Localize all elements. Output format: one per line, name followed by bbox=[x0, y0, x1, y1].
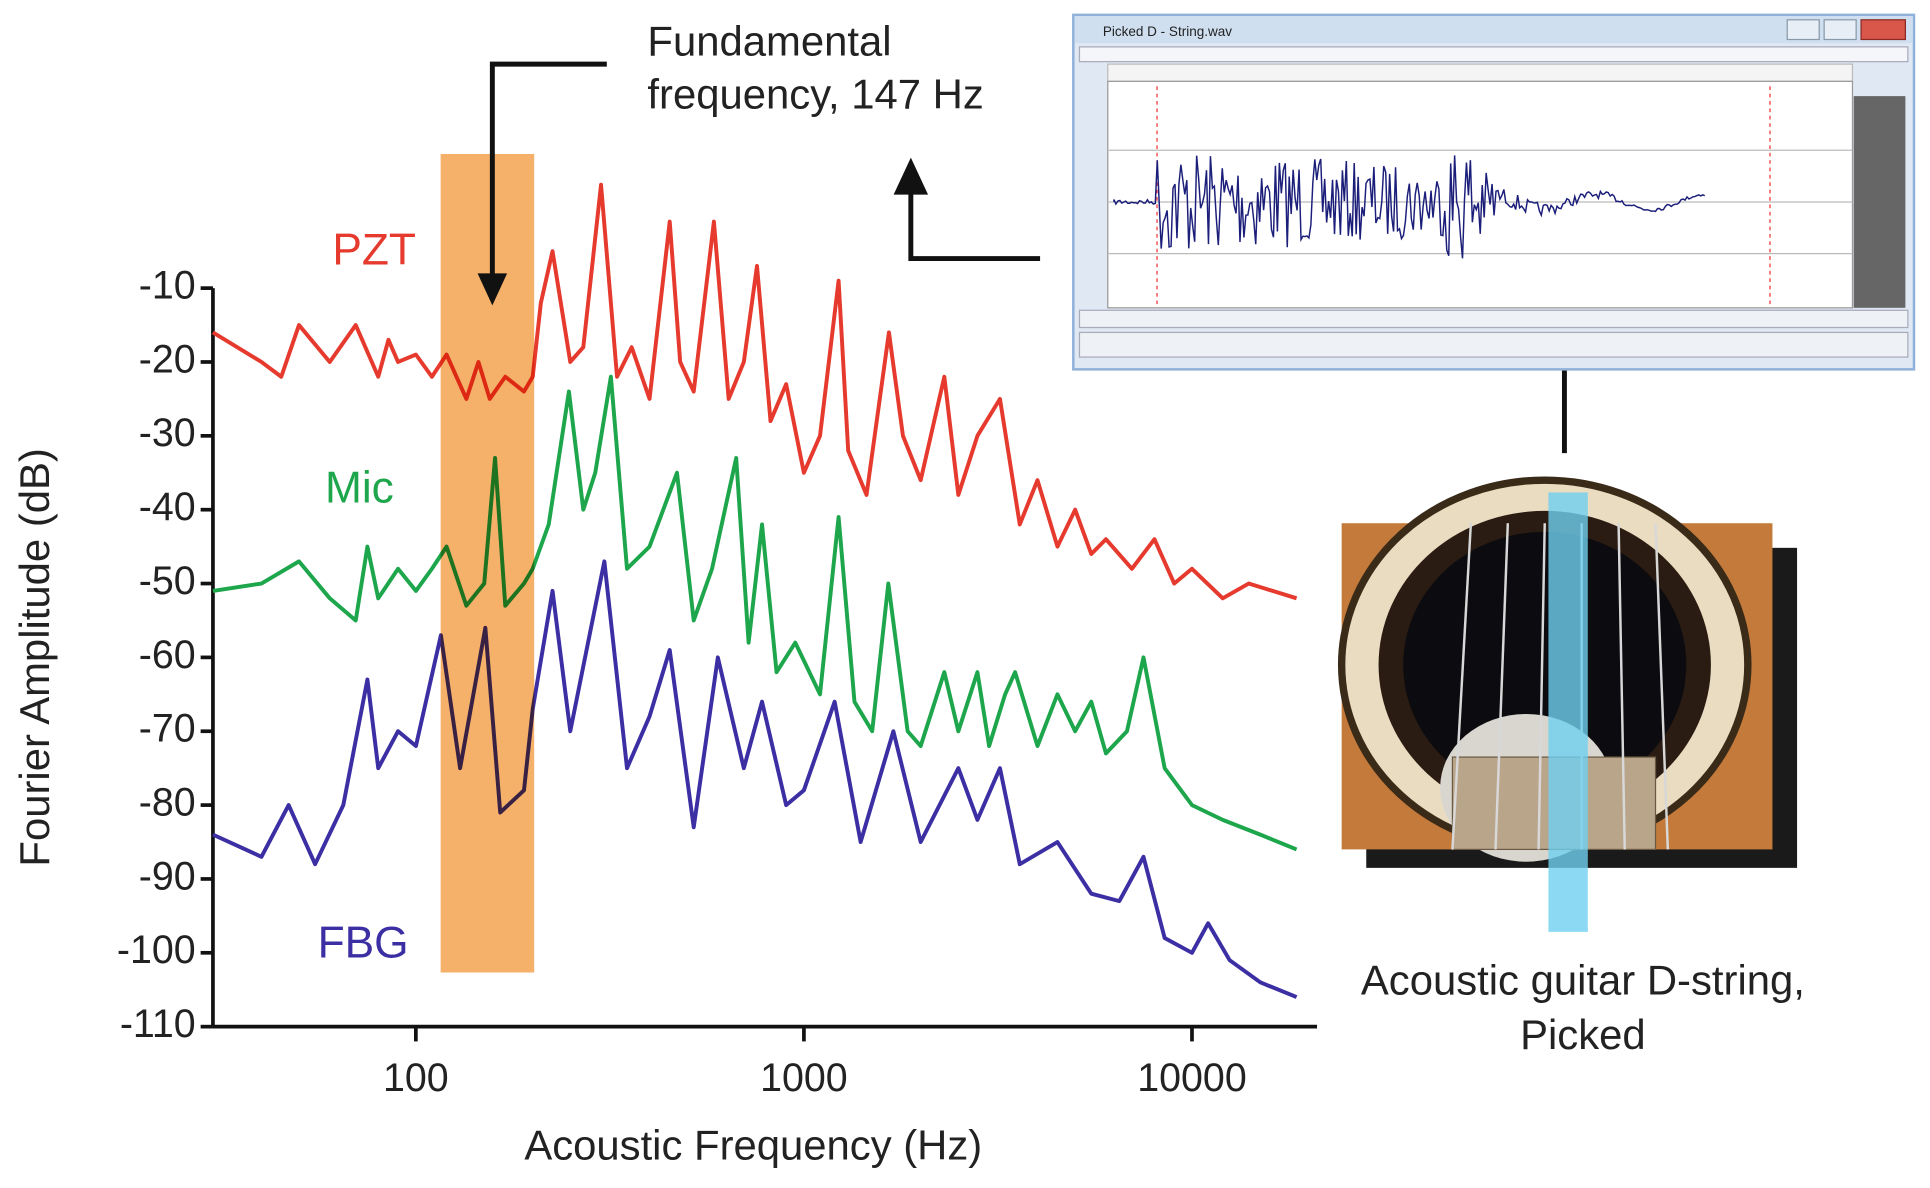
x-tick-label: 1000 bbox=[760, 1056, 848, 1100]
series-line bbox=[212, 374, 1298, 852]
annotation-line: frequency, 147 Hz bbox=[647, 70, 983, 117]
plot-area: -10 -20 -30 -40 -50 -60 -70 -80 -90 -100 -110 100 10… bbox=[117, 182, 1318, 1100]
guitar-photo bbox=[1337, 476, 1798, 932]
series-label: FBG bbox=[318, 919, 409, 968]
y-tick-label: -10 bbox=[139, 264, 196, 308]
caption-line: Acoustic guitar D-string, bbox=[1361, 957, 1805, 1004]
inset-window: Picked D - String.wav bbox=[1072, 13, 1916, 371]
y-tick-label: -60 bbox=[139, 633, 196, 677]
annotation-line: Fundamental bbox=[647, 17, 891, 64]
series-label: PZT bbox=[332, 226, 416, 275]
x-axis-title: Acoustic Frequency (Hz) bbox=[524, 1122, 982, 1169]
y-tick-label: -30 bbox=[139, 411, 196, 455]
inset-title: Picked D - String.wav bbox=[1103, 24, 1232, 39]
y-axis-title: Fourier Amplitude (dB) bbox=[11, 448, 58, 866]
y-tick-label: -40 bbox=[139, 485, 196, 529]
x-tick-label: 100 bbox=[383, 1056, 449, 1100]
series-line bbox=[212, 559, 1298, 999]
y-tick-label: -20 bbox=[139, 337, 196, 381]
series-line bbox=[211, 182, 1298, 601]
x-tick-label: 10000 bbox=[1137, 1056, 1247, 1100]
y-tick-label: -110 bbox=[120, 1002, 196, 1046]
caption-line: Picked bbox=[1520, 1011, 1646, 1058]
y-tick-label: -70 bbox=[139, 707, 196, 751]
y-tick-label: -50 bbox=[139, 559, 196, 603]
y-tick-label: -100 bbox=[117, 928, 196, 972]
y-tick-label: -90 bbox=[139, 854, 196, 898]
y-tick-label: -80 bbox=[139, 781, 196, 825]
series-label: Mic bbox=[325, 463, 394, 512]
